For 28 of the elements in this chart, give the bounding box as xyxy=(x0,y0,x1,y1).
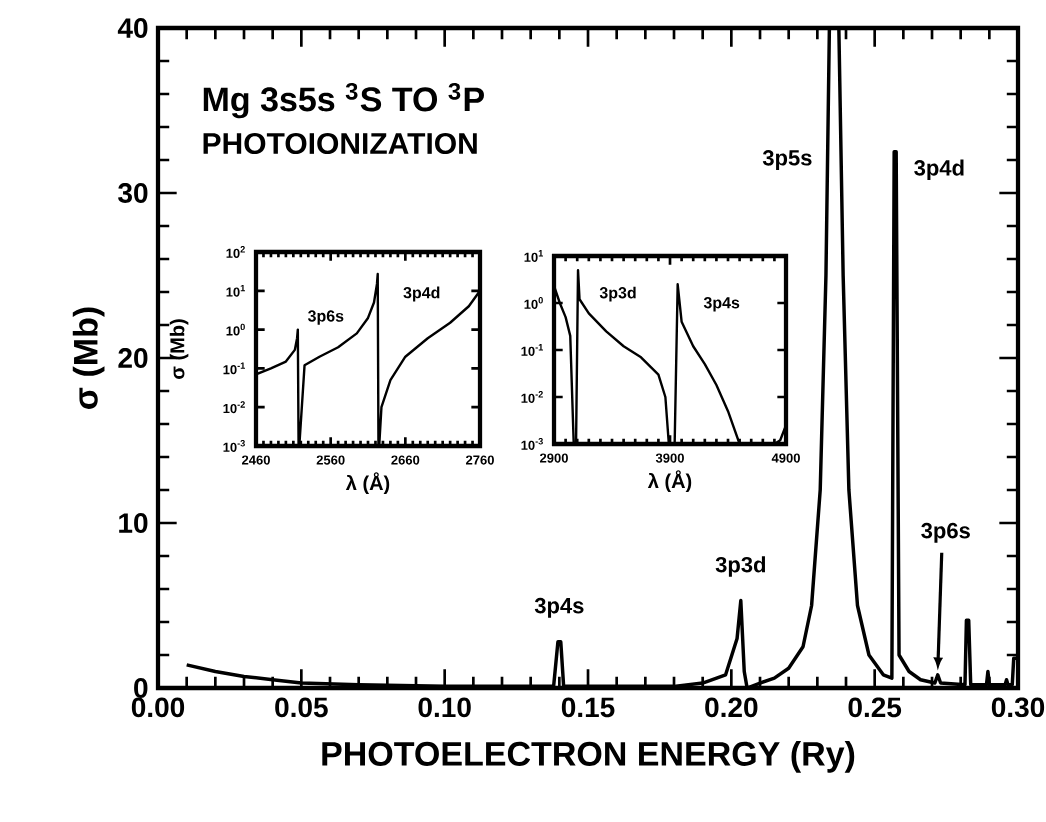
text: Mg 3s5s $^{3}$S TO $^{3}$P xyxy=(203,82,484,119)
x-axis-title: λ (Å) xyxy=(345,472,390,495)
y-tick-label: 0 xyxy=(134,678,148,698)
y-tick-label: 20 xyxy=(118,348,148,368)
y-tick-label: 30 xyxy=(118,183,148,203)
annotation: 3p6s xyxy=(921,522,970,543)
x-tick-label: 0.10 xyxy=(418,697,471,718)
x-tick-label: 0.15 xyxy=(561,697,615,718)
annotation: 3p4d xyxy=(403,286,440,302)
y-tick-label: 10 xyxy=(119,513,148,533)
text: PHOTOIONIZATION xyxy=(203,132,477,155)
x-tick-label: 0.00 xyxy=(131,697,185,718)
annotation: 3p3d xyxy=(599,286,636,302)
annotation: 3p6s xyxy=(307,310,344,325)
x-tick-label: 0.05 xyxy=(275,697,328,718)
y-axis-title: σ (Mb) xyxy=(169,319,189,379)
annotation: 3p4s xyxy=(534,597,584,618)
x-tick-label: 0.30 xyxy=(991,697,1045,718)
x-tick-label: 0.25 xyxy=(848,697,902,718)
y-axis-title: σ (Mb) xyxy=(72,307,105,409)
x-axis-title: PHOTOELECTRON ENERGY (Ry) xyxy=(322,740,855,773)
annotation: 3p5s xyxy=(762,150,812,170)
annotation: 3p4d xyxy=(914,159,964,180)
annotation: 3p3d xyxy=(715,556,766,577)
annotation: 3p4s xyxy=(703,297,740,312)
x-axis-title: λ (Å) xyxy=(647,470,692,493)
x-tick-label: 0.20 xyxy=(705,697,758,718)
y-tick-label: 40 xyxy=(117,18,148,38)
